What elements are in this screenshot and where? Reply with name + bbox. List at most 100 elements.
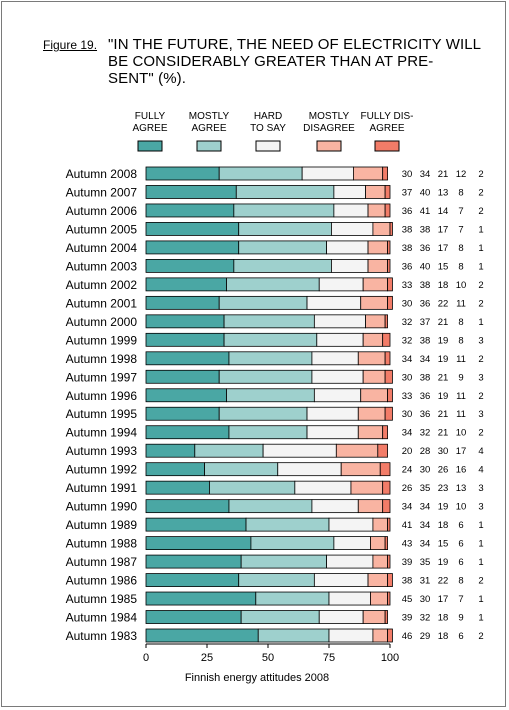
legend-swatch	[196, 140, 222, 152]
value-label: 2	[478, 631, 483, 642]
value-label: 2	[478, 280, 483, 291]
value-label: 1	[478, 243, 483, 254]
bar-segment	[233, 203, 335, 218]
value-label: 3	[478, 502, 483, 513]
x-tick-label: 0	[143, 652, 149, 664]
value-label: 10	[456, 428, 467, 439]
value-label: 30	[402, 169, 413, 180]
bar-segment	[387, 573, 393, 587]
value-label: 14	[438, 206, 449, 217]
bar-segment	[362, 610, 386, 624]
category-label: Autumn 1987	[66, 555, 138, 569]
value-label: 6	[458, 631, 463, 642]
value-label: 6	[458, 539, 463, 550]
category-label: Autumn 1999	[66, 333, 138, 347]
category-label: Autumn 2005	[66, 222, 138, 236]
value-label: 4	[478, 446, 483, 457]
value-label: 34	[420, 539, 431, 550]
bar-segment	[367, 240, 388, 255]
bar-segment	[387, 277, 393, 292]
legend-swatch	[316, 140, 342, 152]
bar-segment	[360, 295, 388, 310]
legend-label: FULLY	[135, 111, 166, 122]
value-label: 8	[458, 261, 463, 272]
bar-segment	[218, 406, 308, 421]
value-label: 11	[456, 409, 466, 420]
value-label: 2	[478, 169, 483, 180]
value-label: 13	[456, 483, 467, 494]
bar-segment	[350, 480, 384, 495]
bar-segment	[367, 203, 386, 218]
value-label: 1	[478, 520, 483, 531]
x-axis: 0 25 50 75 100	[143, 643, 399, 664]
value-label: 19	[438, 557, 449, 568]
value-label: 36	[420, 409, 431, 420]
value-label: 24	[402, 465, 413, 476]
bar-segment	[326, 554, 374, 569]
category-label: Autumn 1983	[66, 629, 138, 643]
value-label: 38	[402, 576, 413, 587]
bar-segment	[233, 258, 332, 273]
bar-segment	[313, 388, 362, 403]
bar-segment	[384, 406, 393, 421]
value-label: 11	[456, 354, 466, 365]
legend-label: MOSTLY	[309, 111, 350, 122]
value-label: 3	[478, 372, 483, 383]
bar-segment	[145, 554, 242, 569]
value-label: 36	[402, 206, 413, 217]
value-label: 19	[438, 502, 449, 513]
bar-segment	[389, 222, 393, 236]
category-label: Autumn 1994	[66, 426, 138, 440]
value-label: 1	[478, 261, 483, 272]
value-label: 18	[438, 280, 449, 291]
legend-label: DISAGREE	[303, 123, 355, 134]
value-label: 22	[438, 576, 449, 587]
bar-segment	[145, 388, 227, 403]
value-label: 2	[478, 391, 483, 402]
value-label: 18	[438, 631, 449, 642]
bar-segment	[306, 406, 359, 421]
bar-segment	[331, 258, 369, 273]
value-label: 8	[458, 187, 463, 198]
bar-segment	[387, 554, 391, 569]
bar-segment	[238, 240, 327, 255]
value-label: 33	[402, 280, 413, 291]
value-label: 2	[478, 187, 483, 198]
figure-title: "IN THE FUTURE, THE NEED OF ELECTRICITY …	[108, 36, 488, 87]
bar-segment	[333, 203, 369, 218]
category-label: Autumn 2001	[66, 296, 138, 310]
category-label: Autumn 1985	[66, 592, 138, 606]
source-note: Finnish energy attitudes 2008	[185, 672, 329, 684]
bar-segment	[313, 573, 369, 587]
value-label: 34	[402, 354, 413, 365]
value-label: 45	[402, 594, 413, 605]
category-label: Autumn 2002	[66, 278, 138, 292]
value-label: 28	[420, 446, 431, 457]
bar-segment	[240, 554, 327, 569]
category-label: Autumn 2004	[66, 241, 138, 255]
bar-segment	[311, 499, 359, 514]
bar-segment	[372, 628, 388, 643]
value-label: 21	[438, 372, 449, 383]
figure-title-line: BE CONSIDERABLY GREATER THAN AT PRE-	[108, 53, 434, 70]
bar-segment	[218, 295, 308, 310]
bar-segment	[387, 517, 391, 532]
bar-segment	[318, 277, 364, 292]
value-label: 1	[478, 613, 483, 624]
value-label: 26	[402, 483, 413, 494]
bar-segment	[223, 314, 315, 329]
bar-segment	[384, 369, 393, 384]
value-label: 36	[420, 298, 431, 309]
bar-segment	[328, 591, 371, 606]
bar-segment	[145, 222, 240, 236]
legend-label: AGREE	[191, 123, 226, 134]
bar-segment	[340, 462, 381, 477]
value-label: 4	[478, 465, 483, 476]
bar-segment	[223, 332, 318, 347]
value-label: 16	[456, 465, 467, 476]
value-label: 18	[438, 613, 449, 624]
value-label: 34	[402, 502, 413, 513]
value-label: 1	[478, 594, 483, 605]
value-label: 30	[402, 372, 413, 383]
